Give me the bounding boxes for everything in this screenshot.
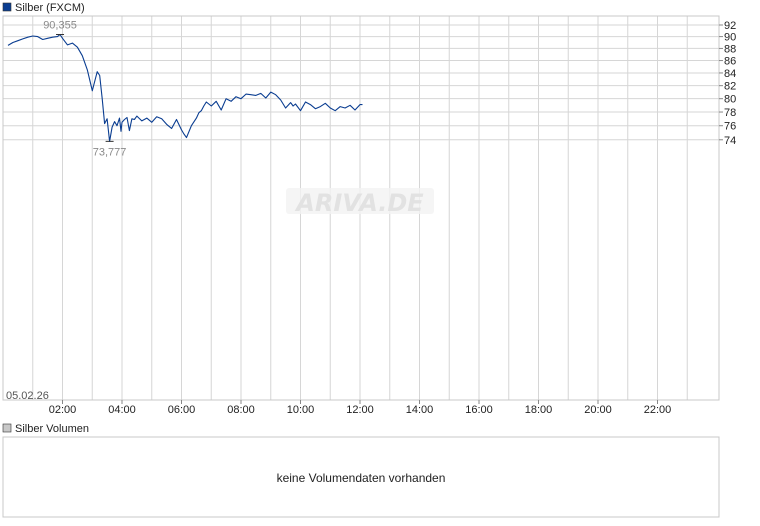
- watermark-background: [286, 188, 434, 214]
- x-tick-label: 12:00: [346, 404, 374, 416]
- x-axis: 02:00 04:00 06:00 08:00 10:00 12:00 14:00 16:00…: [49, 400, 672, 416]
- date-label: 05.02.26: [6, 390, 49, 402]
- x-tick-label: 16:00: [465, 404, 493, 416]
- y-tick-label: 80: [724, 94, 736, 106]
- low-value-label: 73,777: [93, 146, 127, 158]
- x-tick-label: 02:00: [49, 404, 77, 416]
- x-tick-label: 20:00: [584, 404, 612, 416]
- y-tick-label: 78: [724, 107, 736, 119]
- price-legend-swatch: [2, 2, 12, 12]
- volume-empty-message: keine Volumendaten vorhanden: [277, 471, 446, 485]
- y-tick-label: 86: [724, 56, 736, 68]
- y-tick-label: 88: [724, 43, 736, 55]
- price-legend-label: Silber (FXCM): [15, 2, 85, 14]
- price-legend: Silber (FXCM): [2, 2, 85, 14]
- price-series-line: [7, 33, 363, 142]
- price-plot-frame: [2, 15, 720, 401]
- x-tick-label: 10:00: [287, 404, 315, 416]
- volume-legend: Silber Volumen: [2, 423, 89, 435]
- volume-legend-swatch: [2, 423, 12, 433]
- x-tick-label: 18:00: [525, 404, 553, 416]
- watermark-text: ARIVA.DE: [294, 189, 424, 217]
- y-tick-label: 90: [724, 32, 736, 44]
- y-tick-label: 92: [724, 20, 736, 32]
- x-tick-label: 04:00: [108, 404, 136, 416]
- y-tick-label: 74: [724, 135, 736, 147]
- volume-legend-label: Silber Volumen: [15, 423, 89, 435]
- extreme-annotations: 90,355 73,777: [43, 20, 126, 159]
- high-value-label: 90,355: [43, 20, 77, 32]
- y-tick-label: 76: [724, 121, 736, 133]
- x-tick-label: 14:00: [406, 404, 434, 416]
- x-tick-label: 08:00: [227, 404, 255, 416]
- price-grid: [3, 16, 719, 400]
- y-tick-label: 82: [724, 81, 736, 93]
- x-tick-label: 22:00: [644, 404, 672, 416]
- watermark: ARIVA.DE: [286, 188, 434, 217]
- volume-panel-frame: [2, 436, 720, 518]
- y-tick-label: 84: [724, 68, 736, 80]
- x-tick-label: 06:00: [168, 404, 196, 416]
